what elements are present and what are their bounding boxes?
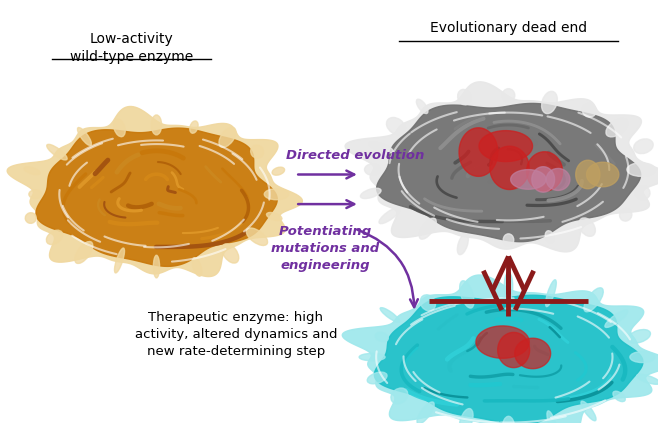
Ellipse shape <box>457 90 471 106</box>
Polygon shape <box>7 107 302 277</box>
Polygon shape <box>459 129 498 177</box>
Text: Evolutionary dead end: Evolutionary dead end <box>430 20 587 35</box>
Ellipse shape <box>545 280 557 307</box>
Ellipse shape <box>459 281 474 308</box>
Ellipse shape <box>627 163 656 177</box>
Ellipse shape <box>46 230 63 245</box>
Ellipse shape <box>387 118 405 135</box>
Ellipse shape <box>190 122 198 134</box>
Ellipse shape <box>75 242 93 264</box>
Ellipse shape <box>584 288 603 312</box>
Ellipse shape <box>369 143 393 153</box>
Ellipse shape <box>545 231 554 244</box>
Ellipse shape <box>419 219 436 240</box>
Ellipse shape <box>114 120 125 138</box>
Ellipse shape <box>77 128 91 146</box>
Ellipse shape <box>502 89 515 103</box>
Ellipse shape <box>222 244 239 264</box>
Polygon shape <box>511 170 546 190</box>
Ellipse shape <box>219 128 236 148</box>
Ellipse shape <box>114 248 124 273</box>
Ellipse shape <box>272 168 285 176</box>
Ellipse shape <box>379 208 400 224</box>
Polygon shape <box>479 131 533 162</box>
Ellipse shape <box>420 295 436 311</box>
Ellipse shape <box>380 308 400 322</box>
Ellipse shape <box>503 234 514 247</box>
Ellipse shape <box>25 213 36 224</box>
Polygon shape <box>546 169 570 191</box>
Polygon shape <box>36 129 277 267</box>
Ellipse shape <box>368 372 387 384</box>
Polygon shape <box>342 275 661 426</box>
Text: Directed evolution: Directed evolution <box>286 149 424 161</box>
Ellipse shape <box>47 145 67 161</box>
Ellipse shape <box>364 164 380 176</box>
Ellipse shape <box>635 186 650 200</box>
Ellipse shape <box>613 391 625 402</box>
Ellipse shape <box>251 146 264 159</box>
Polygon shape <box>515 338 551 369</box>
Ellipse shape <box>24 167 40 175</box>
Polygon shape <box>345 83 661 252</box>
Text: Low-activity
wild-type enzyme: Low-activity wild-type enzyme <box>70 32 193 63</box>
Polygon shape <box>374 296 643 425</box>
Ellipse shape <box>634 139 653 154</box>
Ellipse shape <box>630 352 654 363</box>
Ellipse shape <box>605 311 628 328</box>
Ellipse shape <box>153 256 159 278</box>
Ellipse shape <box>582 104 596 118</box>
Text: Therapeutic enzyme: high
activity, altered dynamics and
new rate-determining ste: Therapeutic enzyme: high activity, alter… <box>135 310 337 357</box>
Polygon shape <box>476 326 529 358</box>
Ellipse shape <box>541 92 557 114</box>
Ellipse shape <box>502 416 515 426</box>
Polygon shape <box>527 153 563 192</box>
Ellipse shape <box>29 190 42 199</box>
Polygon shape <box>586 163 619 187</box>
Polygon shape <box>490 147 529 190</box>
Ellipse shape <box>628 330 650 343</box>
Ellipse shape <box>459 409 473 426</box>
Ellipse shape <box>375 333 389 342</box>
Text: Potentiating
mutations and
engineering: Potentiating mutations and engineering <box>271 225 379 271</box>
Ellipse shape <box>619 209 632 222</box>
Polygon shape <box>498 333 529 368</box>
Ellipse shape <box>457 234 469 255</box>
Ellipse shape <box>581 401 596 421</box>
Ellipse shape <box>266 213 282 221</box>
Ellipse shape <box>579 219 596 237</box>
Ellipse shape <box>416 100 428 114</box>
Ellipse shape <box>504 273 513 300</box>
Polygon shape <box>576 161 600 189</box>
Ellipse shape <box>606 119 627 138</box>
Ellipse shape <box>151 116 162 135</box>
Polygon shape <box>532 167 555 193</box>
Ellipse shape <box>417 402 434 424</box>
Ellipse shape <box>547 411 557 426</box>
Ellipse shape <box>359 354 385 361</box>
Ellipse shape <box>391 388 408 404</box>
Ellipse shape <box>247 228 268 246</box>
Ellipse shape <box>360 189 381 199</box>
Polygon shape <box>377 104 641 242</box>
Ellipse shape <box>264 189 289 200</box>
Ellipse shape <box>192 258 202 276</box>
Ellipse shape <box>637 374 660 384</box>
